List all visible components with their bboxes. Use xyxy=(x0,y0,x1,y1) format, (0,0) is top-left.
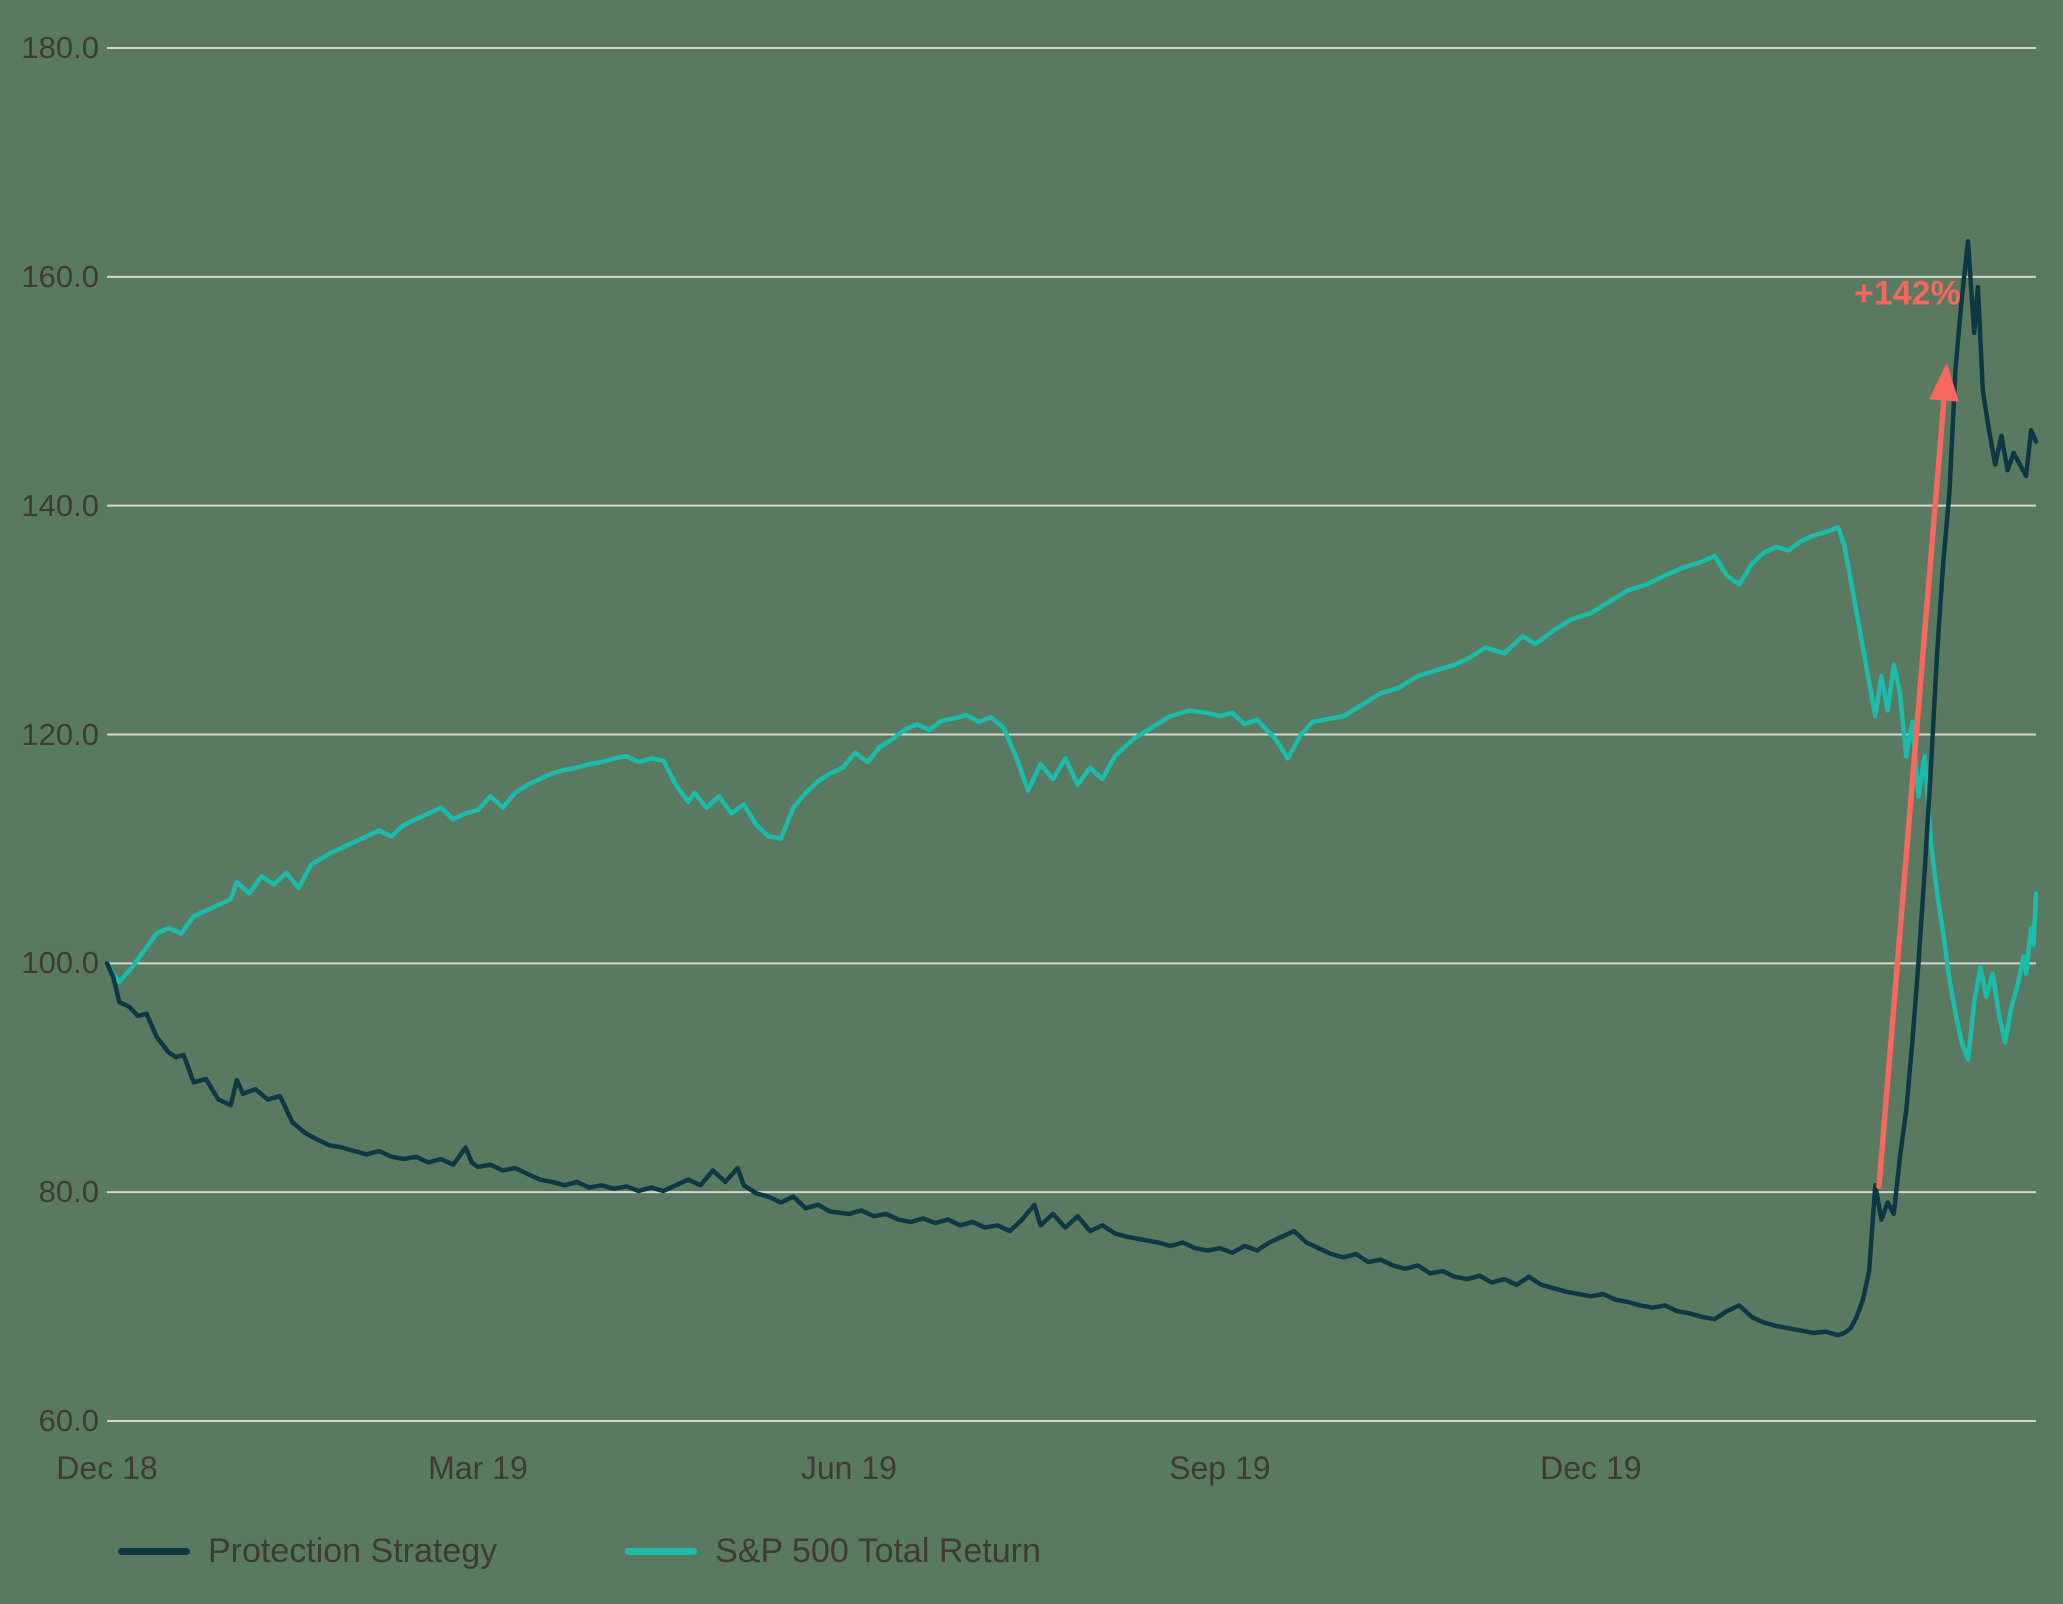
y-tick-label: 180.0 xyxy=(21,30,99,65)
x-tick-label: Sep 19 xyxy=(1169,1450,1271,1486)
annotation-arrow-line xyxy=(1876,391,1948,1190)
y-tick-label: 160.0 xyxy=(21,258,99,294)
legend-swatch-sp500-total-return xyxy=(625,1547,698,1555)
legend-item-sp500-total-return: S&P 500 Total Return xyxy=(625,1528,1041,1574)
y-tick-label: 120.0 xyxy=(21,716,99,752)
x-tick-label: Jun 19 xyxy=(800,1450,897,1486)
legend-item-protection-strategy: Protection Strategy xyxy=(118,1528,497,1574)
y-tick-label: 80.0 xyxy=(38,1174,99,1210)
x-tick-label: Mar 19 xyxy=(428,1450,528,1486)
y-tick-label: 100.0 xyxy=(21,945,99,981)
legend-label-protection-strategy: Protection Strategy xyxy=(208,1532,498,1570)
y-tick-label: 140.0 xyxy=(21,487,99,523)
legend-swatch-protection-strategy xyxy=(118,1547,190,1555)
series-line-sp500-total-return xyxy=(104,525,2039,1062)
legend-label-sp500-total-return: S&P 500 Total Return xyxy=(715,1532,1041,1570)
x-tick-label: Dec 18 xyxy=(56,1450,158,1486)
y-tick-label: 60.0 xyxy=(38,1403,99,1438)
x-tick-label: Dec 19 xyxy=(1540,1450,1642,1486)
series-line-protection-strategy xyxy=(104,239,2039,1338)
annotation-arrowhead xyxy=(1928,362,1959,402)
annotation-label: +142% xyxy=(1853,274,1961,313)
legend: Protection Strategy S&P 500 Total Return xyxy=(118,1528,1041,1574)
